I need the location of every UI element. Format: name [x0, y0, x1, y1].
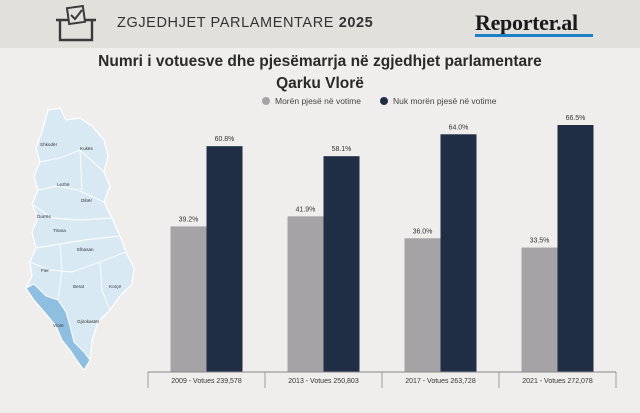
- bar-participated: [170, 226, 207, 372]
- bar-not-participated: [440, 134, 477, 372]
- bar-not-participated: [323, 156, 360, 372]
- legend-swatch-not-participated: [380, 97, 388, 105]
- data-label-participated: 33.5%: [530, 238, 550, 245]
- chart-legend: Morën pjesë në votime Nuk morën pjesë në…: [0, 96, 640, 110]
- map-label-tirana: Tirana: [53, 228, 66, 233]
- bar-not-participated: [557, 125, 594, 372]
- reporter-logo[interactable]: Reporter.al: [475, 10, 578, 35]
- bar-participated: [521, 247, 558, 372]
- ballot-box-icon: [56, 4, 96, 42]
- map-label-fier: Fier: [41, 268, 49, 273]
- data-label-not-participated: 64.0%: [449, 124, 469, 131]
- data-label-not-participated: 66.5%: [566, 115, 586, 122]
- logo-underline: [475, 34, 593, 37]
- legend-item-participated: Morën pjesë në votime: [262, 96, 361, 106]
- data-label-participated: 36.0%: [413, 228, 433, 235]
- x-tick-label: 2021 - Votues 272,078: [522, 378, 593, 385]
- header-title-year: 2025: [338, 15, 374, 31]
- map-label-berat: Berat: [73, 284, 85, 289]
- chart-subtitle: Qarku Vlorë: [276, 75, 364, 92]
- bar-not-participated: [206, 146, 243, 372]
- map-label-vlore: Vlorë: [53, 323, 64, 328]
- map-label-shkoder: Shkodër: [40, 142, 58, 147]
- bar-participated: [404, 238, 441, 372]
- data-label-participated: 41.9%: [296, 206, 316, 213]
- chart-title: Numri i votuesve dhe pjesëmarrja në zgje…: [98, 53, 542, 70]
- data-label-not-participated: 60.8%: [215, 136, 235, 143]
- bar-participated: [287, 216, 324, 372]
- header-title-prefix: ZGJEDHJET PARLAMENTARE: [117, 15, 335, 31]
- map-label-korce: Korçë: [109, 284, 121, 289]
- map-label-elbasan: Elbasan: [77, 247, 94, 252]
- header-bar: ZGJEDHJET PARLAMENTARE 2025 Reporter.al: [0, 0, 640, 48]
- map-label-durres: Durrës: [37, 214, 51, 219]
- data-label-not-participated: 58.1%: [332, 146, 352, 153]
- legend-item-not-participated: Nuk morën pjesë në votime: [380, 96, 496, 106]
- x-tick-label: 2017 - Votues 263,728: [405, 378, 476, 385]
- map-label-diber: Dibër: [81, 198, 92, 203]
- x-tick-label: 2013 - Votues 250,803: [288, 378, 359, 385]
- map-label-kukes: Kukës: [80, 146, 93, 151]
- vlore-region: [25, 283, 91, 371]
- map-label-lezhe: Lezhë: [57, 182, 70, 187]
- data-label-participated: 39.2%: [179, 216, 199, 223]
- legend-label-participated: Morën pjesë në votime: [275, 96, 361, 106]
- legend-label-not-participated: Nuk morën pjesë në votime: [393, 96, 497, 106]
- legend-swatch-participated: [262, 97, 270, 105]
- map-label-gjirokaster: Gjirokastër: [77, 319, 100, 324]
- header-title: ZGJEDHJET PARLAMENTARE 2025: [117, 15, 373, 31]
- x-tick-label: 2009 - Votues 239,578: [171, 378, 242, 385]
